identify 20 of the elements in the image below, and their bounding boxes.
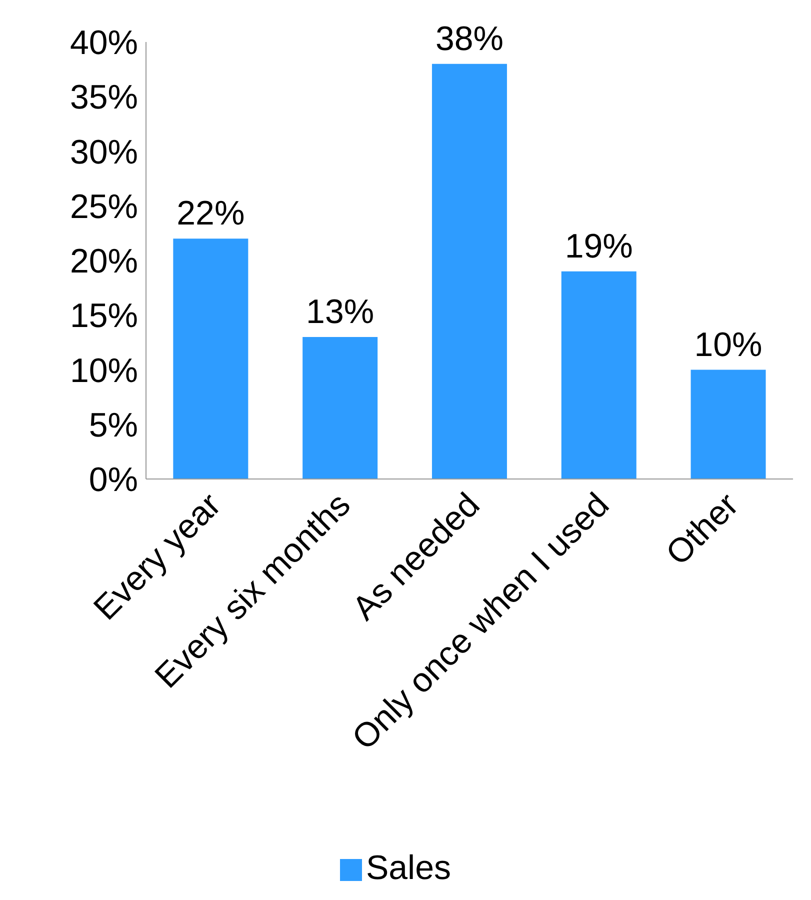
y-tick-label: 30% [70, 133, 138, 172]
data-label: 22% [176, 194, 245, 233]
y-tick-label: 5% [88, 406, 138, 444]
y-tick-label: 35% [70, 78, 138, 117]
bar [561, 271, 636, 479]
bar [302, 336, 378, 479]
y-tick-label: 25% [70, 188, 138, 226]
data-label: 38% [435, 20, 504, 58]
y-tick-label: 20% [70, 242, 138, 281]
y-tick-label: 0% [88, 461, 138, 500]
bar [432, 64, 507, 479]
y-tick-label: 10% [70, 352, 138, 390]
legend-label: Sales [366, 849, 452, 887]
data-label: 10% [694, 326, 762, 364]
y-tick-label: 40% [70, 24, 138, 62]
bar [690, 370, 766, 479]
y-tick-label: 15% [70, 297, 138, 336]
data-label: 13% [306, 292, 374, 331]
data-label: 19% [564, 227, 633, 266]
bar [173, 238, 248, 479]
